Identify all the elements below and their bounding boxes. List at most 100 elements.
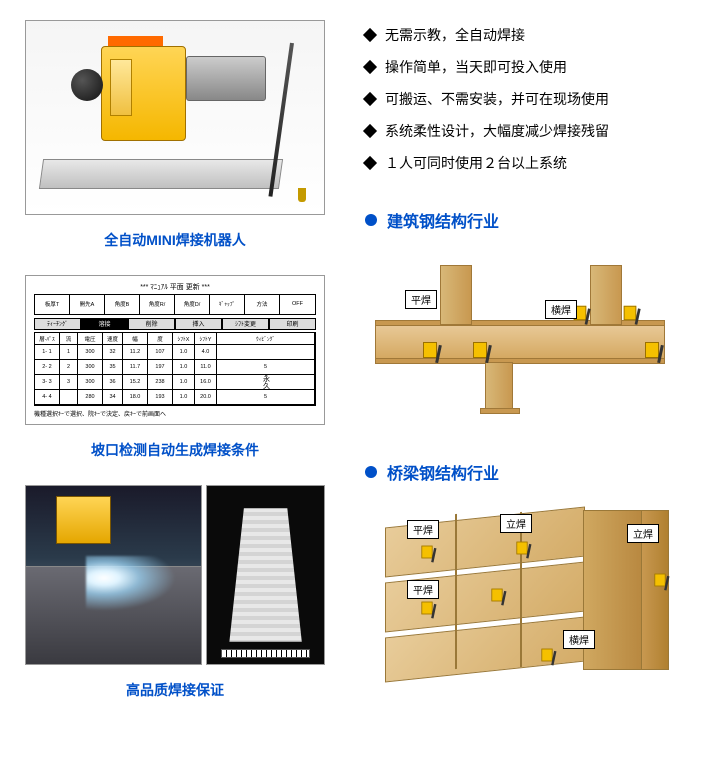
td	[217, 345, 315, 360]
td: 20.0	[195, 390, 217, 405]
right-column: 无需示教，全自动焊接 操作简单，当天即可投入使用 可搬运、不需安装，并可在现场使…	[365, 20, 683, 722]
diamond-bullet-icon	[363, 156, 377, 170]
robot-image	[25, 20, 325, 215]
table-top-cell: ｷﾞｬｯﾌﾟ	[210, 295, 245, 314]
td: 35	[103, 360, 123, 375]
td: 4.0	[195, 345, 217, 360]
weld-tag: 平焊	[405, 290, 437, 309]
weld-photo	[25, 485, 202, 665]
mini-robot-icon	[423, 342, 437, 358]
section2-heading: 桥梁钢结构行业	[365, 460, 683, 484]
image3-caption: 高品质焊接保证	[25, 680, 325, 700]
feature-item: 操作简单，当天即可投入使用	[365, 57, 683, 77]
td: 107	[148, 345, 173, 360]
page-container: 全自动MINI焊接机器人 *** ﾏﾆｭｱﾙ 平面 更新 *** 板厚T 開先A…	[25, 20, 683, 722]
section2-title: 桥梁钢结构行业	[387, 460, 499, 484]
weld-tag: 平焊	[407, 520, 439, 539]
table-tab: ﾃｨｰﾁﾝｸﾞ	[34, 318, 81, 330]
feature-list: 无需示教，全自动焊接 操作简单，当天即可投入使用 可搬运、不需安装，并可在现场使…	[365, 25, 683, 173]
th: 幅	[123, 333, 148, 345]
th: ｼﾌﾄY	[195, 333, 217, 345]
robot-body	[101, 46, 186, 141]
feature-item: 可搬运、不需安装，并可在现场使用	[365, 89, 683, 109]
td: 197	[148, 360, 173, 375]
section1-title: 建筑钢结构行业	[387, 208, 499, 232]
feature-text: 可搬运、不需安装，并可在现场使用	[385, 89, 609, 109]
diamond-bullet-icon	[363, 60, 377, 74]
feature-text: １人可同时使用２台以上系统	[385, 153, 567, 173]
td: 1.0	[173, 375, 195, 390]
table-top-cell: OFF	[280, 295, 315, 314]
td: 3- 3	[35, 375, 60, 390]
table-tab: 挿入	[175, 318, 222, 330]
td: 11.2	[123, 345, 148, 360]
mini-robot-icon	[624, 306, 637, 320]
td: 34	[103, 390, 123, 405]
bridge-steel-diagram: 平焊 立焊 平焊 立焊 横焊	[365, 502, 675, 692]
td: 1.0	[173, 345, 195, 360]
weld-tag: 横焊	[545, 300, 577, 319]
diamond-bullet-icon	[363, 92, 377, 106]
td: 1	[60, 345, 78, 360]
weld-scene	[25, 485, 325, 665]
mini-robot-icon	[491, 589, 502, 602]
th: 電圧	[78, 333, 103, 345]
feature-text: 操作简单，当天即可投入使用	[385, 57, 567, 77]
robot-tip	[298, 188, 306, 202]
circle-bullet-icon	[365, 214, 377, 226]
diamond-bullet-icon	[363, 124, 377, 138]
welding-image	[25, 485, 325, 665]
parameter-table-image: *** ﾏﾆｭｱﾙ 平面 更新 *** 板厚T 開先A 角度B 角度R/ 角度D…	[25, 275, 325, 425]
table-top-cell: 開先A	[70, 295, 105, 314]
divider	[455, 514, 457, 669]
table-top-row: 板厚T 開先A 角度B 角度R/ 角度D/ ｷﾞｬｯﾌﾟ 方法 OFF	[34, 294, 316, 315]
feature-text: 无需示教，全自动焊接	[385, 25, 525, 45]
table-tab: 削除	[128, 318, 175, 330]
td: 3	[60, 375, 78, 390]
th: 層-ﾊﾟｽ	[35, 333, 60, 345]
mini-robot-icon	[473, 342, 487, 358]
th: 流	[60, 333, 78, 345]
table-top-cell: 角度D/	[175, 295, 210, 314]
table-top-cell: 角度R/	[140, 295, 175, 314]
weld-sample-photo	[206, 485, 325, 665]
image1-caption: 全自动MINI焊接机器人	[25, 230, 325, 250]
td: 238	[148, 375, 173, 390]
td: 4- 4	[35, 390, 60, 405]
weld-tag: 横焊	[563, 630, 595, 649]
table-tab: 印刷	[269, 318, 316, 330]
table-main: 層-ﾊﾟｽ 流 電圧 速度 幅 度 ｼﾌﾄX ｼﾌﾄY ｳｨﾋﾞﾝｸﾞ 1- 1…	[34, 332, 316, 406]
feature-text: 系统柔性设计，大幅度减少焊接残留	[385, 121, 609, 141]
diamond-bullet-icon	[363, 28, 377, 42]
table-top-cell: 方法	[245, 295, 280, 314]
feature-item: １人可同时使用２台以上系统	[365, 153, 683, 173]
td: 300	[78, 360, 103, 375]
feature-item: 无需示教，全自动焊接	[365, 25, 683, 45]
mini-robot-icon	[421, 546, 432, 559]
column	[590, 265, 622, 325]
parameter-table: *** ﾏﾆｭｱﾙ 平面 更新 *** 板厚T 開先A 角度B 角度R/ 角度D…	[26, 276, 324, 424]
td: 2	[60, 360, 78, 375]
table-top-cell: 角度B	[105, 295, 140, 314]
td: 2- 2	[35, 360, 60, 375]
robot-arm	[186, 56, 266, 101]
circle-bullet-icon	[365, 466, 377, 478]
th: 速度	[103, 333, 123, 345]
td: 32	[103, 345, 123, 360]
td: 36	[103, 375, 123, 390]
td: 1- 1	[35, 345, 60, 360]
table-tab-active: 溶接	[81, 318, 128, 330]
td: 1.0	[173, 360, 195, 375]
mini-robot-icon	[654, 574, 665, 587]
section1-heading: 建筑钢结构行业	[365, 208, 683, 232]
table-tabs: ﾃｨｰﾁﾝｸﾞ 溶接 削除 挿入 ｼﾌﾄ変更 印刷	[34, 318, 316, 330]
td: 永久	[217, 375, 315, 390]
td	[60, 390, 78, 405]
table-tab: ｼﾌﾄ変更	[222, 318, 269, 330]
td: 300	[78, 375, 103, 390]
beam-flange	[375, 358, 665, 364]
column	[485, 362, 513, 412]
table-top-cell: 板厚T	[35, 295, 70, 314]
th: ｳｨﾋﾞﾝｸﾞ	[217, 333, 315, 345]
divider	[520, 512, 522, 667]
